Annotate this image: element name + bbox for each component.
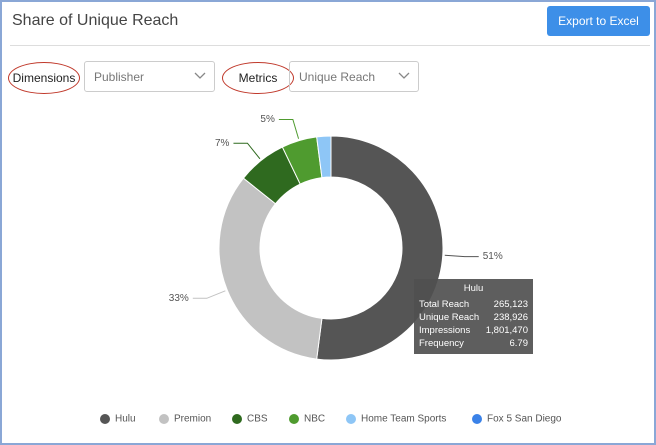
legend-swatch	[232, 414, 242, 424]
leader-line	[233, 142, 261, 160]
dimensions-label: Dimensions	[8, 62, 80, 94]
leader-line	[444, 254, 479, 258]
export-button[interactable]: Export to Excel	[547, 6, 650, 36]
panel-title: Share of Unique Reach	[12, 12, 179, 29]
data-label: 5%	[260, 114, 275, 125]
tooltip-row: Frequency 6.79	[419, 337, 528, 350]
tooltip-value: 265,123	[493, 299, 528, 310]
tooltip: Hulu Total Reach 265,123 Unique Reach 238,9…	[414, 279, 533, 354]
chevron	[194, 72, 206, 79]
dropdown-value: Publisher	[94, 69, 145, 84]
legend-swatch	[159, 414, 169, 424]
legend-label: Home Team Sports	[361, 414, 446, 425]
tooltip-row: Unique Reach 238,926	[419, 311, 528, 324]
dimension-dropdown[interactable]: Publisher	[84, 61, 215, 92]
dropdown-value: Unique Reach	[299, 69, 376, 84]
tooltip-value: 1,801,470	[485, 325, 528, 336]
tooltip-row: Impressions 1,801,470	[419, 324, 528, 337]
chevron	[398, 72, 410, 79]
separator	[10, 45, 650, 46]
tooltip-key: Impressions	[419, 325, 471, 336]
donut-slice	[218, 177, 323, 360]
legend-label: Fox 5 San Diego	[487, 414, 562, 425]
data-label: 7%	[215, 138, 230, 149]
tooltip-value: 238,926	[493, 312, 528, 323]
legend-swatch	[100, 414, 110, 424]
leader-line	[278, 119, 300, 139]
tooltip-key: Frequency	[419, 338, 464, 349]
donut-slice	[316, 135, 444, 361]
tooltip-value: 6.79	[509, 338, 529, 349]
data-label: 51%	[483, 251, 503, 262]
tooltip-key: Total Reach	[419, 299, 470, 310]
metric-dropdown[interactable]: Unique Reach	[289, 61, 419, 92]
data-label: 33%	[169, 293, 189, 304]
tooltip-row: Total Reach 265,123	[419, 298, 528, 311]
legend-swatch	[472, 414, 482, 424]
metrics-label: Metrics	[222, 62, 294, 94]
leader-line	[192, 290, 226, 299]
legend-swatch	[289, 414, 299, 424]
legend-label: CBS	[247, 414, 268, 425]
legend-label: Hulu	[115, 414, 136, 425]
legend-label: Premion	[174, 414, 211, 425]
legend-label: NBC	[304, 414, 325, 425]
tooltip-title: Hulu	[463, 283, 484, 294]
tooltip-key: Unique Reach	[419, 312, 480, 323]
legend-swatch	[346, 414, 356, 424]
